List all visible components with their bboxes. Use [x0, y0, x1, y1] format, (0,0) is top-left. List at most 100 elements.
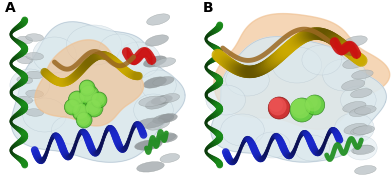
Ellipse shape	[17, 56, 33, 64]
Ellipse shape	[254, 132, 290, 158]
Ellipse shape	[350, 126, 372, 135]
Ellipse shape	[143, 56, 167, 67]
Circle shape	[305, 96, 321, 112]
Ellipse shape	[343, 58, 366, 68]
Circle shape	[290, 98, 314, 122]
Circle shape	[72, 103, 90, 121]
Circle shape	[86, 100, 101, 115]
Circle shape	[66, 101, 76, 111]
Ellipse shape	[137, 118, 164, 128]
Ellipse shape	[344, 36, 367, 47]
Circle shape	[305, 95, 325, 115]
Ellipse shape	[139, 96, 166, 107]
Ellipse shape	[335, 113, 374, 143]
Circle shape	[76, 112, 92, 128]
Ellipse shape	[160, 93, 180, 102]
Circle shape	[81, 82, 91, 92]
Polygon shape	[211, 37, 387, 162]
Ellipse shape	[343, 101, 366, 112]
Ellipse shape	[17, 96, 33, 104]
Ellipse shape	[51, 116, 87, 144]
Ellipse shape	[323, 59, 366, 91]
Circle shape	[291, 99, 307, 115]
Ellipse shape	[17, 76, 33, 84]
Ellipse shape	[147, 14, 170, 25]
Ellipse shape	[352, 70, 373, 79]
Ellipse shape	[353, 125, 374, 135]
Ellipse shape	[353, 145, 374, 154]
Ellipse shape	[137, 162, 164, 172]
Ellipse shape	[26, 109, 44, 116]
Ellipse shape	[23, 98, 66, 132]
Circle shape	[87, 101, 99, 113]
Ellipse shape	[341, 80, 365, 90]
Ellipse shape	[154, 58, 176, 67]
Ellipse shape	[145, 98, 169, 109]
Circle shape	[79, 80, 95, 96]
Text: B: B	[203, 1, 214, 15]
Ellipse shape	[158, 133, 177, 142]
Polygon shape	[214, 14, 390, 129]
Circle shape	[73, 104, 88, 119]
Polygon shape	[11, 22, 185, 162]
Ellipse shape	[152, 76, 174, 86]
Ellipse shape	[99, 34, 139, 66]
Ellipse shape	[302, 45, 341, 75]
Ellipse shape	[221, 114, 264, 146]
Ellipse shape	[345, 136, 377, 160]
Ellipse shape	[160, 153, 180, 162]
Ellipse shape	[294, 135, 330, 161]
Ellipse shape	[66, 25, 122, 65]
Ellipse shape	[151, 95, 172, 105]
Ellipse shape	[158, 113, 177, 122]
Circle shape	[269, 98, 287, 116]
Ellipse shape	[17, 36, 33, 44]
Circle shape	[269, 98, 283, 112]
Circle shape	[85, 99, 103, 117]
Ellipse shape	[10, 69, 49, 101]
Circle shape	[68, 91, 86, 109]
Ellipse shape	[134, 94, 173, 126]
Ellipse shape	[350, 107, 371, 117]
Circle shape	[65, 100, 78, 113]
Ellipse shape	[154, 133, 176, 142]
Ellipse shape	[272, 47, 322, 83]
Ellipse shape	[141, 70, 176, 100]
Circle shape	[290, 98, 310, 118]
Circle shape	[78, 114, 88, 124]
Ellipse shape	[135, 140, 162, 150]
Ellipse shape	[341, 86, 376, 114]
Circle shape	[79, 85, 99, 105]
Circle shape	[80, 81, 93, 94]
Circle shape	[74, 105, 86, 117]
Text: A: A	[5, 1, 16, 15]
Ellipse shape	[344, 123, 367, 134]
Circle shape	[268, 97, 290, 119]
Circle shape	[64, 99, 80, 115]
Ellipse shape	[147, 119, 170, 130]
Circle shape	[81, 87, 95, 101]
Circle shape	[69, 92, 84, 107]
Ellipse shape	[33, 37, 76, 73]
Ellipse shape	[350, 89, 372, 98]
Circle shape	[93, 94, 103, 104]
Ellipse shape	[26, 52, 44, 60]
Ellipse shape	[352, 145, 373, 154]
Ellipse shape	[26, 90, 44, 98]
Ellipse shape	[117, 42, 160, 78]
Circle shape	[77, 113, 90, 126]
Circle shape	[91, 92, 107, 108]
Ellipse shape	[206, 85, 245, 115]
Circle shape	[80, 86, 97, 103]
Ellipse shape	[26, 34, 44, 41]
Ellipse shape	[143, 77, 167, 88]
Ellipse shape	[355, 165, 376, 174]
Circle shape	[92, 93, 105, 106]
Circle shape	[70, 93, 82, 105]
Ellipse shape	[226, 64, 269, 96]
Ellipse shape	[145, 35, 169, 46]
Ellipse shape	[355, 105, 376, 115]
Circle shape	[306, 96, 318, 108]
Ellipse shape	[26, 71, 44, 79]
Ellipse shape	[152, 114, 174, 123]
